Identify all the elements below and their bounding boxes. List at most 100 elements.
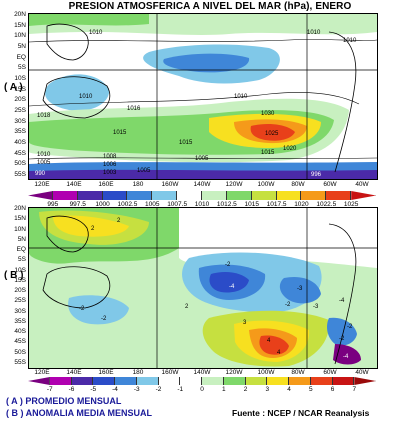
latitude-label: 55S: [14, 359, 26, 366]
map-b-contour-label: 4: [277, 350, 281, 356]
latitude-label: 5S: [18, 256, 26, 264]
latitude-label: 35S: [14, 128, 26, 136]
colorbar-label: 1012.5: [216, 201, 237, 208]
latitude-label: 15S: [14, 85, 26, 93]
longitude-label: 140E: [66, 369, 82, 376]
map-b-coast-asia: [46, 215, 89, 253]
colorbar-swatch: [115, 377, 137, 385]
colorbar-label: -3: [133, 386, 140, 393]
longitude-label: 160E: [98, 181, 114, 188]
map-b-contour-label: -4: [343, 354, 349, 360]
colorbar-a: [28, 191, 377, 200]
latitude-label: 20S: [14, 96, 26, 104]
colorbar-label: -2: [155, 386, 162, 393]
longitude-label: 60W: [323, 369, 337, 376]
colorbar-swatch: [202, 377, 224, 385]
longitude-label: 100W: [257, 369, 275, 376]
colorbar-label: 995: [47, 201, 59, 208]
map-a-coast-south-america: [328, 31, 357, 173]
map-b-contour-label: 2: [91, 226, 95, 232]
map-a-region-north-high: [29, 14, 149, 26]
latitude-label: 55S: [14, 171, 26, 178]
longitude-label: 40W: [355, 181, 369, 188]
colorbar-swatch: [102, 191, 128, 200]
colorbar-label: 6: [330, 386, 335, 393]
map-a-contour-label: 1005: [37, 160, 51, 166]
legend-b: ( B ) ANOMALIA MEDIA MENSUAL: [6, 408, 152, 418]
map-a-region-southern-deep-low: [29, 169, 377, 179]
colorbar-label: -1: [177, 386, 184, 393]
map-a-svg: 1010 1010 1010 1010 1018 1016 1015 1030 …: [28, 14, 378, 179]
map-b-contour-label: -2: [225, 262, 231, 268]
latitude-label: 20N: [14, 11, 26, 18]
map-b-region-negative-east: [279, 276, 321, 304]
colorbar-swatch: [93, 377, 115, 385]
longitude-label: 60W: [323, 181, 337, 188]
latitude-label: 50S: [14, 160, 26, 168]
colorbar-label: 1007.5: [167, 201, 188, 208]
longitude-label: 40W: [355, 369, 369, 376]
map-a-contour-label: 1015: [179, 140, 193, 146]
latitude-label: 25S: [14, 107, 26, 114]
map-b-contour-label: -4: [229, 284, 235, 290]
map-a-contour-line: [28, 92, 360, 107]
colorbar-swatch: [52, 191, 78, 200]
colorbar-swatch: [28, 377, 50, 385]
map-b-coast-australia: [42, 266, 111, 309]
map-a-contour-label: 1010: [37, 152, 51, 158]
map-b-contour-label: -3: [313, 304, 319, 310]
map-a-region-equatorial-core: [163, 53, 250, 73]
longitude-label: 140W: [193, 181, 211, 188]
latitude-label: 50S: [14, 348, 26, 356]
map-a-contour-label: 1025: [265, 131, 279, 137]
map-a-contour-label: 1010: [234, 94, 248, 100]
map-panel-b: 2 2 -2 -4 -3 -4 -2 -2 3 2 -2 4 -2 -4 -3 …: [28, 207, 378, 369]
colorbar-swatch: [152, 191, 178, 200]
source-credit: Fuente : NCEP / NCAR Reanalysis: [232, 408, 370, 418]
latitude-label: 25S: [14, 297, 26, 305]
colorbar-label: 1002.5: [117, 201, 138, 208]
map-a-contour-label: 1018: [37, 113, 51, 119]
map-a-contour-line: [28, 39, 378, 43]
colorbar-swatch: [28, 191, 53, 200]
map-b-contour-label: -2: [339, 336, 345, 342]
colorbar-label: 1015: [244, 201, 259, 208]
colorbar-swatch: [177, 191, 203, 200]
map-a-contour-labels: 1010 1010 1010 1010 1018 1016 1015 1030 …: [35, 30, 357, 178]
colorbar-swatch: [77, 191, 103, 200]
colorbar-swatch: [136, 377, 159, 385]
colorbar-swatch: [71, 377, 94, 385]
longitude-label: 140W: [193, 369, 211, 376]
map-a-contour-label: 1010: [307, 30, 321, 36]
colorbar-swatch: [226, 191, 252, 200]
colorbar-label: 1020: [294, 201, 309, 208]
colorbar-swatch: [332, 377, 355, 385]
colorbar-label: 2: [243, 386, 248, 393]
latitude-label: 20N: [14, 205, 26, 212]
colorbar-swatch: [127, 191, 153, 200]
map-a-contour-label: 1003: [103, 170, 117, 176]
map-b-contour-label: -4: [339, 298, 345, 304]
longitude-label: 100W: [257, 181, 275, 188]
map-b-region-nw-peak: [53, 215, 129, 237]
longitude-label: 80W: [291, 181, 305, 188]
panel-a-tag: ( A ): [4, 82, 23, 93]
map-b-region-negative-west: [68, 295, 129, 325]
latitude-label: 10N: [14, 225, 26, 233]
colorbar-label: -5: [90, 386, 97, 393]
legend-a: ( A ) PROMEDIO MENSUAL: [6, 396, 122, 406]
map-a-contour-label: 1005: [137, 168, 151, 174]
colorbar-label: 1025: [343, 201, 359, 208]
map-b-svg: 2 2 -2 -4 -3 -4 -2 -2 3 2 -2 4 -2 -4 -3 …: [29, 208, 377, 368]
colorbar-swatch: [326, 191, 352, 200]
map-a-contour-label: 1006: [103, 162, 117, 168]
map-b-contour-label: -2: [285, 302, 291, 308]
colorbar-label: 1010: [194, 201, 210, 208]
map-b-contour-label: -2: [347, 324, 353, 330]
latitude-label: 5N: [17, 235, 26, 243]
map-b-region-positive-core: [259, 335, 289, 355]
colorbar-label: 997.5: [69, 201, 86, 208]
colorbar-swatch: [223, 377, 246, 385]
map-b-region-negative-deep: [209, 272, 249, 293]
colorbar-label: 1017.5: [266, 201, 287, 208]
